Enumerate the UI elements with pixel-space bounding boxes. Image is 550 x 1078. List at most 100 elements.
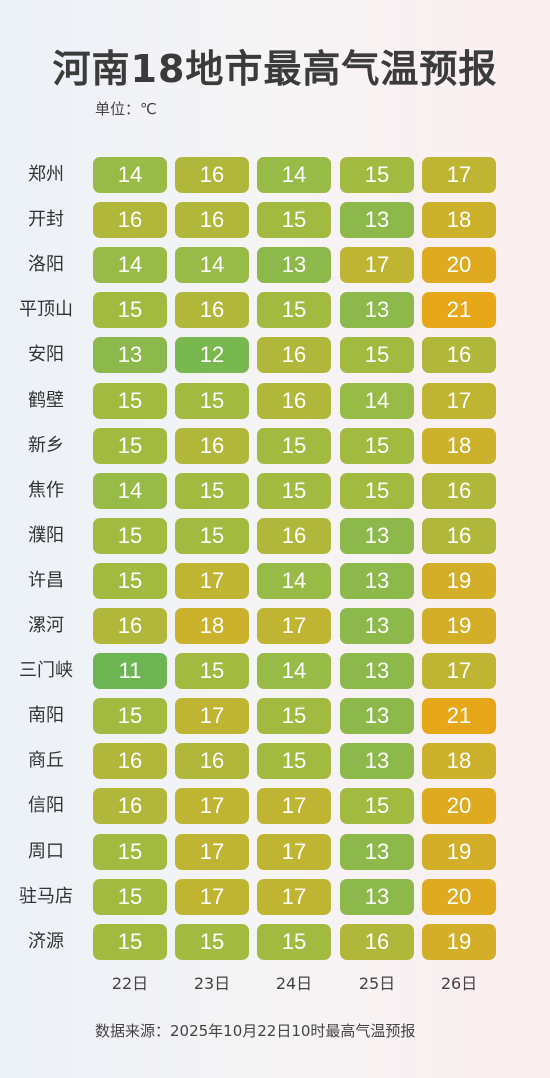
temperature-cell: 16: [175, 292, 249, 328]
temperature-cell: 13: [340, 608, 414, 644]
temperature-cell: 15: [93, 428, 167, 464]
city-label: 新乡: [28, 435, 64, 456]
temperature-cell: 15: [175, 473, 249, 509]
temperature-cell: 16: [422, 518, 496, 554]
temperature-cell: 15: [175, 924, 249, 960]
temperature-cell: 19: [422, 834, 496, 870]
temperature-cell: 19: [422, 608, 496, 644]
city-label: 郑州: [28, 164, 64, 185]
temperature-cell: 15: [340, 428, 414, 464]
temperature-cell: 15: [257, 292, 331, 328]
city-label: 信阳: [28, 795, 64, 816]
temperature-cell: 16: [93, 743, 167, 779]
temperature-cell: 13: [340, 879, 414, 915]
temperature-cell: 16: [175, 743, 249, 779]
city-label: 漯河: [28, 615, 64, 636]
temperature-cell: 15: [93, 383, 167, 419]
temperature-cell: 15: [257, 924, 331, 960]
temperature-cell: 15: [257, 743, 331, 779]
temperature-cell: 20: [422, 788, 496, 824]
temperature-cell: 14: [257, 157, 331, 193]
day-label: 24日: [275, 974, 313, 993]
temperature-cell: 16: [93, 608, 167, 644]
temperature-cell: 15: [93, 518, 167, 554]
temperature-cell: 13: [340, 743, 414, 779]
temperature-cell: 19: [422, 924, 496, 960]
temperature-cell: 15: [257, 202, 331, 238]
city-label: 许昌: [28, 570, 64, 591]
page-title: 河南18地市最高气温预报: [52, 47, 498, 91]
temperature-cell: 17: [257, 608, 331, 644]
temperature-cell: 13: [257, 247, 331, 283]
temperature-cell: 14: [175, 247, 249, 283]
temperature-cell: 14: [93, 473, 167, 509]
temperature-cell: 15: [93, 924, 167, 960]
temperature-cell: 12: [175, 337, 249, 373]
temperature-cell: 17: [175, 698, 249, 734]
temperature-cell: 15: [93, 563, 167, 599]
temperature-cell: 15: [93, 834, 167, 870]
temperature-cell: 16: [175, 428, 249, 464]
temperature-cell: 11: [93, 653, 167, 689]
temperature-cell: 15: [175, 653, 249, 689]
temperature-cell: 13: [340, 698, 414, 734]
city-label: 周口: [28, 841, 64, 862]
temperature-cell: 15: [340, 473, 414, 509]
temperature-cell: 17: [175, 788, 249, 824]
temperature-cell: 14: [340, 383, 414, 419]
temperature-cell: 20: [422, 879, 496, 915]
temperature-cell: 17: [257, 788, 331, 824]
temperature-cell: 19: [422, 563, 496, 599]
temperature-cell: 13: [340, 834, 414, 870]
day-label: 22日: [111, 974, 149, 993]
temperature-cell: 15: [93, 292, 167, 328]
temperature-cell: 15: [340, 157, 414, 193]
day-label: 25日: [358, 974, 396, 993]
temperature-cell: 18: [422, 202, 496, 238]
temperature-cell: 16: [340, 924, 414, 960]
temperature-cell: 15: [257, 428, 331, 464]
temperature-cell: 13: [340, 563, 414, 599]
temperature-cell: 18: [175, 608, 249, 644]
temperature-cell: 17: [422, 157, 496, 193]
temperature-cell: 21: [422, 292, 496, 328]
temperature-cell: 14: [93, 157, 167, 193]
city-label: 开封: [28, 209, 64, 230]
temperature-cell: 13: [340, 653, 414, 689]
temperature-cell: 16: [257, 337, 331, 373]
temperature-cell: 15: [175, 383, 249, 419]
city-label: 商丘: [28, 750, 64, 771]
city-label: 驻马店: [19, 886, 73, 907]
city-label: 鹤壁: [28, 390, 64, 411]
temperature-cell: 17: [422, 653, 496, 689]
temperature-cell: 15: [340, 788, 414, 824]
temperature-cell: 18: [422, 428, 496, 464]
temperature-cell: 16: [257, 383, 331, 419]
city-label: 平顶山: [19, 299, 73, 320]
temperature-cell: 18: [422, 743, 496, 779]
temperature-cell: 14: [93, 247, 167, 283]
city-label: 安阳: [28, 344, 64, 365]
temperature-cell: 15: [93, 879, 167, 915]
temperature-cell: 17: [257, 879, 331, 915]
city-label: 济源: [28, 931, 64, 952]
temperature-cell: 17: [175, 563, 249, 599]
temperature-cell: 17: [175, 879, 249, 915]
temperature-cell: 15: [93, 698, 167, 734]
temperature-cell: 16: [422, 473, 496, 509]
temperature-cell: 15: [257, 473, 331, 509]
temperature-cell: 15: [257, 698, 331, 734]
temperature-cell: 14: [257, 653, 331, 689]
temperature-cell: 13: [93, 337, 167, 373]
temperature-cell: 14: [257, 563, 331, 599]
data-source: 数据来源：2025年10月22日10时最高气温预报: [95, 1022, 416, 1040]
city-label: 濮阳: [28, 525, 64, 546]
city-label: 洛阳: [28, 254, 64, 275]
unit-label: 单位：℃: [95, 100, 157, 118]
temperature-cell: 16: [175, 202, 249, 238]
temperature-cell: 20: [422, 247, 496, 283]
day-label: 23日: [193, 974, 231, 993]
temperature-cell: 17: [175, 834, 249, 870]
temperature-cell: 13: [340, 292, 414, 328]
city-label: 三门峡: [19, 660, 73, 681]
